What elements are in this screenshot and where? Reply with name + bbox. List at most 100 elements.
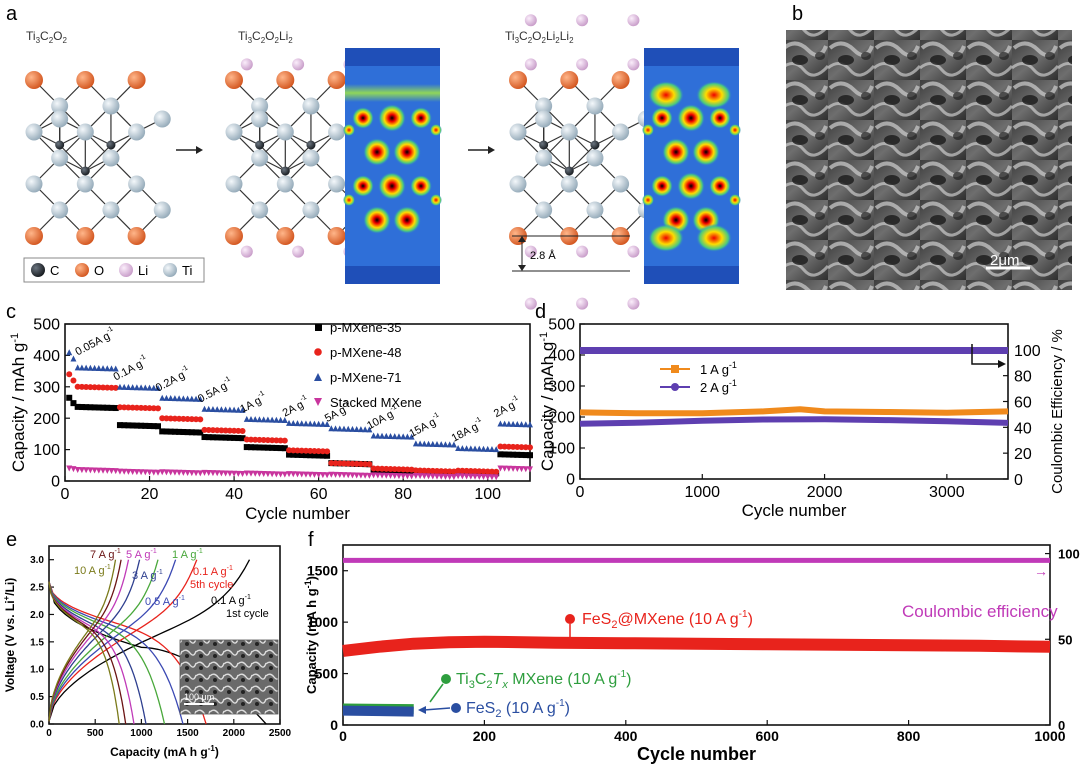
legend-stacked-mxene: Stacked MXene <box>330 395 422 410</box>
bond <box>84 144 112 172</box>
marker-triangle-down <box>463 473 470 480</box>
marker-triangle-down <box>146 469 153 476</box>
marker-triangle-down <box>455 473 462 480</box>
legend-1-a-g: 1 A g-1 <box>700 360 737 377</box>
marker-triangle-down <box>83 467 90 474</box>
marker-square <box>239 435 246 442</box>
marker-circle <box>455 467 462 474</box>
y-tick-label: 200 <box>33 411 60 428</box>
marker-triangle-down <box>383 472 390 479</box>
marker-triangle <box>421 440 428 447</box>
density-blob <box>709 107 731 129</box>
marker-triangle-down <box>205 469 212 476</box>
marker-circle <box>493 468 500 475</box>
panel-label-d: d <box>535 301 546 323</box>
marker-triangle-down <box>522 466 529 473</box>
marker-square <box>252 444 259 451</box>
marker-triangle-down <box>201 469 208 476</box>
marker-square <box>264 444 271 451</box>
titanium-atom <box>225 175 243 193</box>
marker-square <box>129 422 136 429</box>
marker-circle <box>277 437 284 444</box>
arrow-right-icon <box>468 146 495 154</box>
marker-triangle-down <box>231 470 238 477</box>
density-blob <box>352 107 374 129</box>
marker-triangle <box>239 406 246 413</box>
charge-density-map-2 <box>642 48 741 284</box>
x-tick-label: 200 <box>473 728 497 744</box>
marker-square <box>510 451 517 458</box>
marker-circle <box>345 460 352 467</box>
marker-triangle <box>163 394 170 401</box>
marker-triangle-down <box>476 473 483 480</box>
marker-triangle <box>290 420 297 427</box>
legend-marker-triangle-down <box>314 398 322 406</box>
density-blob <box>651 175 673 197</box>
y-tick-label: 200 <box>548 410 575 427</box>
titanium-atom <box>302 201 320 219</box>
legend-li: Li <box>138 263 148 278</box>
marker-triangle-down <box>290 471 297 478</box>
oxygen-atom-icon <box>75 263 89 277</box>
density-blob <box>430 194 442 206</box>
marker-triangle <box>455 445 462 452</box>
lithium-atom <box>627 297 640 310</box>
legend-marker-circle <box>671 383 679 391</box>
rate-label: 0.05A g-1 <box>73 325 118 358</box>
marker-triangle-down <box>353 472 360 479</box>
fes2-mxene-label: FeS2@MXene (10 A g-1) <box>582 609 753 631</box>
marker-triangle <box>193 395 200 402</box>
marker-triangle <box>201 405 208 412</box>
marker-triangle-down <box>214 470 221 477</box>
plot-frame <box>342 544 1051 726</box>
oxygen-atom <box>225 227 243 245</box>
marker-square <box>95 404 102 411</box>
marker-circle <box>116 404 123 411</box>
marker-square <box>260 444 267 451</box>
marker-triangle <box>116 383 123 390</box>
marker-circle <box>91 384 98 391</box>
marker-circle <box>142 404 149 411</box>
marker-triangle <box>294 420 301 427</box>
marker-triangle-down <box>429 473 436 480</box>
marker-triangle <box>125 384 132 391</box>
marker-square <box>163 428 170 435</box>
marker-triangle <box>205 405 212 412</box>
scale-bar-label: 2μm <box>990 252 1019 269</box>
marker-triangle <box>514 421 521 428</box>
marker-triangle-down <box>188 470 195 477</box>
marker-circle <box>133 404 140 411</box>
oxygen-atom <box>25 227 43 245</box>
marker-circle <box>463 467 470 474</box>
carbon-atom <box>539 140 549 150</box>
marker-triangle <box>146 384 153 391</box>
y-axis-label: Capacity / mAh g-1 <box>9 333 28 472</box>
arrow-right-icon <box>176 146 203 154</box>
marker-circle <box>83 384 90 391</box>
titanium-atom <box>328 175 346 193</box>
marker-triangle-down <box>142 469 149 476</box>
rate-label: 2A g-1 <box>491 395 523 421</box>
x-tick-label: 40 <box>225 486 243 503</box>
x-tick-label: 100 <box>474 486 501 503</box>
marker-circle <box>472 468 479 475</box>
y-tick-label: 3.0 <box>30 555 44 566</box>
oxygen-atom <box>276 71 295 89</box>
marker-circle <box>341 460 347 467</box>
marker-triangle <box>78 364 85 371</box>
marker-circle <box>442 468 449 475</box>
label-1st-cycle: 1st cycle <box>226 608 269 620</box>
bond <box>59 144 86 172</box>
marker-triangle <box>450 441 457 448</box>
marker-triangle-down <box>138 469 145 476</box>
titanium-atom <box>225 123 243 141</box>
x-tick-label: 0 <box>61 486 70 503</box>
y-tick-label: 0.5 <box>30 692 44 703</box>
carbon-atom <box>280 166 290 176</box>
label-10-a-g: 10 A g-1 <box>74 564 111 577</box>
rate-label: 18A g-1 <box>449 416 486 445</box>
series-line <box>579 416 1009 427</box>
marker-triangle-down <box>78 467 85 474</box>
marker-triangle <box>159 394 166 401</box>
marker-square <box>281 445 288 452</box>
